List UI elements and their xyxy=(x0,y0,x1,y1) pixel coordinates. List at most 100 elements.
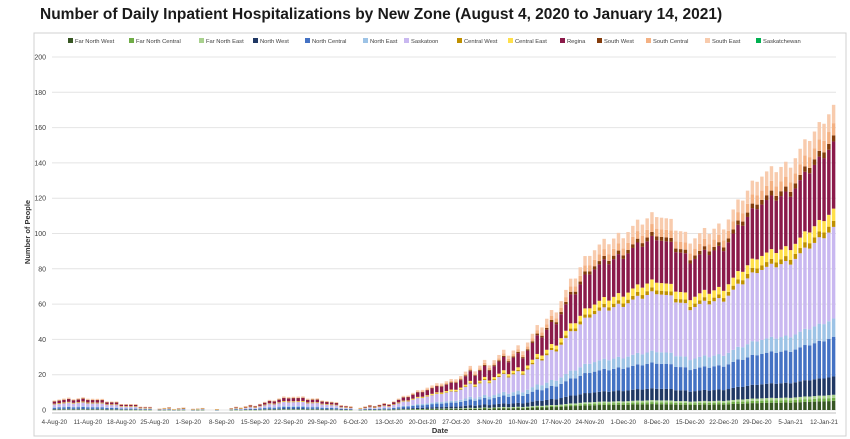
bar-segment xyxy=(640,295,645,299)
bar-segment xyxy=(100,407,104,409)
bar-segment xyxy=(67,407,71,409)
legend-label: Far North East xyxy=(206,39,244,45)
bar-segment xyxy=(760,403,764,410)
bar-segment xyxy=(487,370,492,381)
bar-segment xyxy=(635,400,640,403)
bar-segment xyxy=(760,353,764,385)
bar-segment xyxy=(822,401,826,410)
bar-segment xyxy=(788,259,793,265)
bar-segment xyxy=(502,373,506,392)
bar-segment xyxy=(702,400,707,403)
bar-segment xyxy=(779,196,783,250)
bar-segment xyxy=(798,164,802,175)
bar-segment xyxy=(301,408,305,410)
bar-segment xyxy=(521,354,525,358)
bar-segment xyxy=(674,230,678,242)
bar-segment xyxy=(721,355,726,367)
bar-segment xyxy=(439,383,444,386)
bar-segment xyxy=(655,352,659,364)
bar-segment xyxy=(736,224,740,272)
bar-segment xyxy=(621,238,625,249)
bar-segment xyxy=(406,406,410,409)
bar-segment xyxy=(645,229,649,238)
bar-segment xyxy=(564,289,568,298)
bar-segment xyxy=(100,400,104,403)
bar-segment xyxy=(635,242,640,285)
bar-segment xyxy=(707,402,712,405)
bar-segment xyxy=(568,395,573,404)
bar-segment xyxy=(392,407,396,408)
bar-segment xyxy=(578,402,582,405)
bar-segment xyxy=(267,407,272,409)
bar-segment xyxy=(502,349,506,354)
bar-segment xyxy=(71,407,76,409)
bar-segment xyxy=(430,395,434,403)
bar-segment xyxy=(554,399,559,406)
bar-segment xyxy=(726,352,731,365)
bar-segment xyxy=(817,401,821,410)
bar-segment xyxy=(659,363,664,389)
bar-segment xyxy=(401,397,406,401)
bar-segment xyxy=(468,383,473,397)
bar-segment xyxy=(487,380,492,383)
bar-segment xyxy=(478,396,482,400)
bar-segment xyxy=(482,394,487,398)
bar-segment xyxy=(702,227,707,239)
bar-segment xyxy=(698,401,702,403)
bar-segment xyxy=(482,407,487,408)
bar-segment xyxy=(702,355,707,367)
bar-segment xyxy=(616,367,621,391)
bar-segment xyxy=(277,407,281,409)
bar-segment xyxy=(549,406,554,407)
bar-segment xyxy=(678,249,683,253)
bar-segment xyxy=(540,335,544,338)
bar-segment xyxy=(516,345,520,350)
bar-segment xyxy=(812,237,817,243)
bar-segment xyxy=(688,401,692,404)
bar-segment xyxy=(621,404,625,410)
bar-segment xyxy=(291,406,296,407)
bar-segment xyxy=(545,355,549,383)
bar-segment xyxy=(511,403,516,408)
bar-segment xyxy=(86,406,90,408)
bar-segment xyxy=(487,368,492,370)
bar-segment xyxy=(459,387,463,389)
bar-segment xyxy=(401,406,406,409)
bar-segment xyxy=(506,396,511,405)
bar-segment xyxy=(602,259,606,298)
bar-segment xyxy=(559,383,563,399)
bar-segment xyxy=(803,139,807,156)
bar-segment xyxy=(133,408,138,410)
bar-segment xyxy=(807,167,812,174)
bar-segment xyxy=(764,200,769,253)
bar-segment xyxy=(640,287,645,296)
bar-segment xyxy=(415,391,420,393)
x-tick-label: 1-Sep-20 xyxy=(176,419,202,426)
bar-segment xyxy=(540,385,544,391)
bar-segment xyxy=(831,318,836,337)
bar-segment xyxy=(435,392,439,394)
bar-segment xyxy=(282,401,286,406)
bar-segment xyxy=(717,298,721,355)
bar-segment xyxy=(592,371,597,393)
bar-segment xyxy=(325,407,329,410)
bar-segment xyxy=(396,407,401,409)
x-tick-label: 20-Oct-20 xyxy=(409,419,437,426)
bar-segment xyxy=(454,382,458,390)
bar-segment xyxy=(110,409,114,410)
bar-segment xyxy=(779,337,783,352)
bar-segment xyxy=(755,181,759,196)
bar-segment xyxy=(784,161,788,177)
bar-segment xyxy=(286,396,291,398)
bar-segment xyxy=(788,402,793,410)
bar-segment xyxy=(506,407,511,409)
bar-segment xyxy=(540,358,544,361)
bar-segment xyxy=(258,408,262,410)
bar-segment xyxy=(540,407,544,410)
bar-segment xyxy=(320,401,324,404)
bar-segment xyxy=(831,400,836,410)
bar-segment xyxy=(540,327,544,333)
bar-segment xyxy=(573,286,578,292)
x-tick-label: 22-Sep-20 xyxy=(274,419,303,426)
bar-segment xyxy=(621,403,625,405)
